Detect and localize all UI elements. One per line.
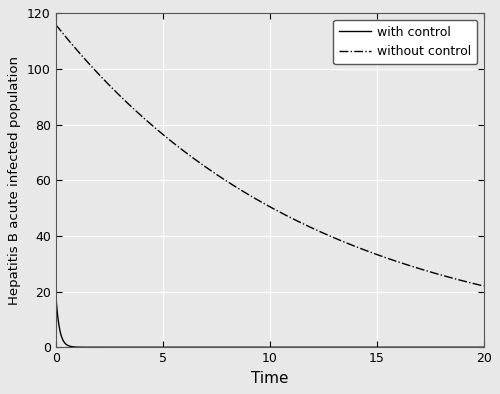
with control: [74, 345, 80, 349]
with control: [390, 345, 396, 349]
X-axis label: Time: Time: [251, 371, 288, 386]
without control: [468, 281, 474, 285]
without control: [250, 195, 256, 199]
Line: without control: without control: [56, 24, 484, 286]
with control: [468, 345, 474, 349]
with control: [52, 289, 59, 294]
without control: [74, 48, 80, 53]
without control: [390, 258, 396, 262]
with control: [468, 345, 474, 349]
without control: [480, 284, 486, 288]
without control: [52, 22, 59, 27]
Line: with control: with control: [56, 292, 484, 347]
without control: [261, 201, 267, 206]
without control: [468, 281, 474, 285]
with control: [250, 345, 256, 349]
Legend: with control, without control: with control, without control: [333, 20, 478, 64]
Y-axis label: Hepatitis B acute infected population: Hepatitis B acute infected population: [8, 56, 22, 305]
with control: [480, 345, 486, 349]
with control: [261, 345, 267, 349]
